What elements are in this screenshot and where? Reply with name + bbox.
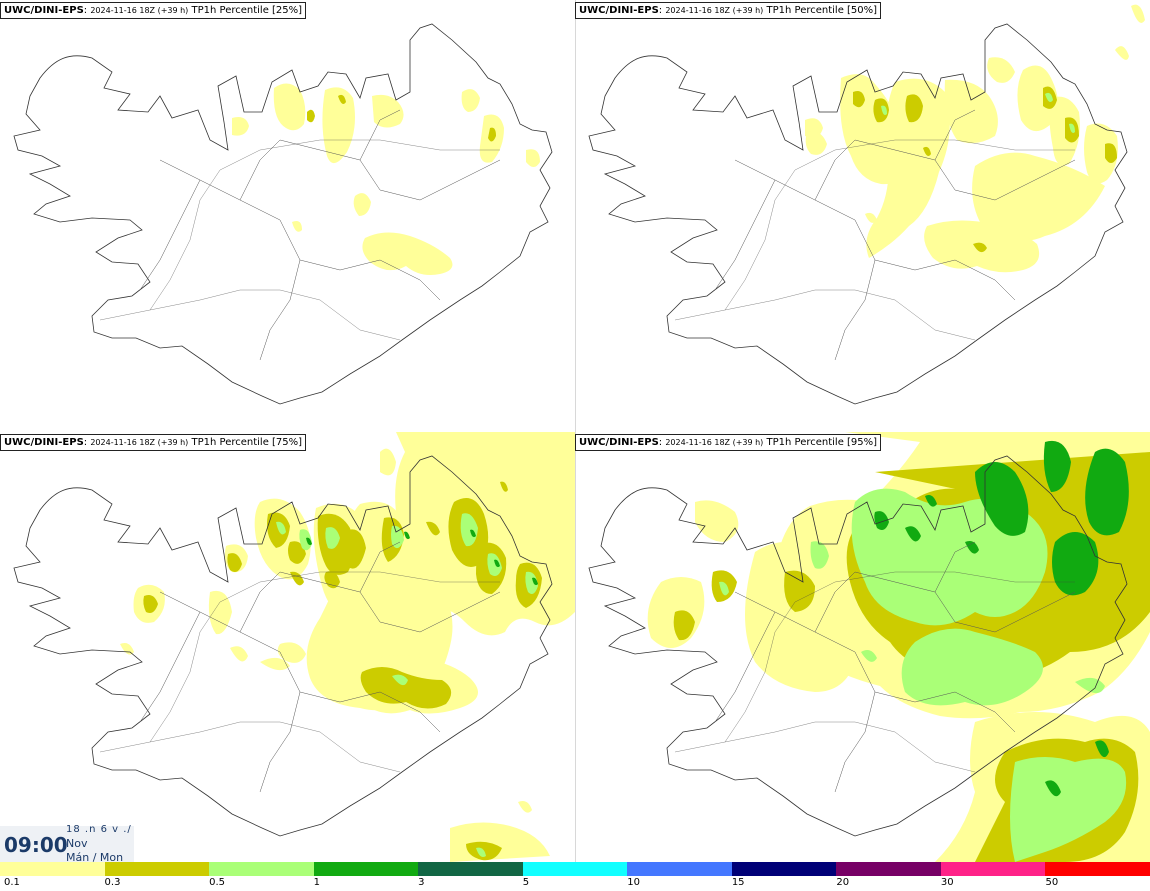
road-network bbox=[674, 571, 1075, 773]
precip-map bbox=[13, 432, 575, 862]
map-panel-p50: UWC/DINI-EPS: 2024-11-16 18Z (+39 h) TP1… bbox=[575, 0, 1150, 430]
precip-fill-strong bbox=[874, 440, 1129, 797]
panel-product: TP1h Percentile [25%] bbox=[191, 5, 303, 16]
precip-map bbox=[588, 432, 1150, 862]
precip-map bbox=[588, 4, 1145, 405]
panel-title: UWC/DINI-EPS: 2024-11-16 18Z (+39 h) TP1… bbox=[575, 2, 882, 19]
inland-borders bbox=[714, 541, 1076, 793]
precip-fill-strong bbox=[306, 529, 538, 586]
road-network bbox=[99, 139, 500, 341]
coastline bbox=[588, 455, 1128, 837]
precip-fill-light bbox=[805, 4, 1145, 273]
map-panel-p25: UWC/DINI-EPS: 2024-11-16 18Z (+39 h) TP1… bbox=[0, 0, 575, 430]
legend-swatch bbox=[0, 862, 106, 876]
legend-label: 20 bbox=[836, 877, 850, 888]
valid-time-clock: 09:00 bbox=[4, 833, 68, 857]
coastline bbox=[588, 23, 1128, 405]
panel-title: UWC/DINI-EPS: 2024-11-16 18Z (+39 h) TP1… bbox=[0, 2, 307, 19]
valid-time-weekday: Mán / Mon bbox=[66, 851, 124, 862]
legend-label: 1 bbox=[313, 877, 320, 888]
map-panel-p95: UWC/DINI-EPS: 2024-11-16 18Z (+39 h) TP1… bbox=[575, 432, 1150, 862]
panel-run-time: 2024-11-16 18Z (+39 h) bbox=[90, 6, 189, 15]
precip-fill-mid bbox=[307, 94, 496, 142]
map-panel-p75: UWC/DINI-EPS: 2024-11-16 18Z (+39 h) TP1… bbox=[0, 432, 575, 862]
panel-product: TP1h Percentile [75%] bbox=[191, 437, 303, 448]
precip-fill-mid bbox=[853, 86, 1117, 253]
legend-bar bbox=[0, 862, 1150, 876]
legend-swatch bbox=[1045, 862, 1150, 876]
valid-time-box: 09:00 18 .n 6 v ./ Nov Mán / Mon bbox=[0, 824, 134, 862]
panel-title: UWC/DINI-EPS: 2024-11-16 18Z (+39 h) TP1… bbox=[575, 434, 882, 451]
road-network bbox=[99, 571, 500, 773]
inland-borders bbox=[139, 109, 501, 361]
panel-source: UWC/DINI-EPS bbox=[579, 5, 659, 16]
legend-label: 5 bbox=[522, 877, 530, 888]
inland-borders bbox=[139, 541, 501, 793]
inland-borders bbox=[714, 109, 1076, 361]
legend-swatch bbox=[731, 862, 838, 876]
coastline bbox=[13, 455, 553, 837]
legend-swatch bbox=[836, 862, 943, 876]
panel-source: UWC/DINI-EPS bbox=[4, 437, 84, 448]
legend-label: 50 bbox=[1045, 877, 1059, 888]
panel-run-time: 2024-11-16 18Z (+39 h) bbox=[665, 438, 764, 447]
panel-product: TP1h Percentile [95%] bbox=[766, 437, 878, 448]
legend-swatch bbox=[627, 862, 734, 876]
legend-swatch bbox=[940, 862, 1047, 876]
legend-label: 30 bbox=[940, 877, 954, 888]
valid-time-day: 18 .n 6 v ./ bbox=[66, 824, 132, 835]
panel-source: UWC/DINI-EPS bbox=[4, 5, 84, 16]
panel-run-time: 2024-11-16 18Z (+39 h) bbox=[90, 438, 189, 447]
color-legend: 0.1 0.3 0.5 1 3 5 10 15 20 30 50 bbox=[0, 862, 1150, 891]
legend-label: 0.3 bbox=[104, 877, 121, 888]
precip-fill-heavy bbox=[276, 513, 538, 857]
road-network bbox=[674, 139, 1075, 341]
legend-label: 0.5 bbox=[209, 877, 225, 888]
panel-product: TP1h Percentile [50%] bbox=[766, 5, 878, 16]
coastline bbox=[13, 23, 553, 405]
legend-swatch bbox=[104, 862, 211, 876]
valid-time-month: Nov bbox=[66, 837, 88, 850]
legend-swatch bbox=[313, 862, 420, 876]
panel-source: UWC/DINI-EPS bbox=[579, 437, 659, 448]
panel-title: UWC/DINI-EPS: 2024-11-16 18Z (+39 h) TP1… bbox=[0, 434, 307, 451]
legend-label: 3 bbox=[418, 877, 425, 888]
legend-label: 10 bbox=[627, 877, 640, 888]
legend-swatch bbox=[522, 862, 629, 876]
precip-fill-heavy bbox=[881, 92, 1075, 133]
precip-map bbox=[13, 23, 553, 405]
legend-swatch bbox=[209, 862, 316, 876]
legend-swatch bbox=[418, 862, 525, 876]
precip-fill-light bbox=[120, 432, 575, 862]
panel-run-time: 2024-11-16 18Z (+39 h) bbox=[665, 6, 764, 15]
legend-label: 0.1 bbox=[4, 877, 20, 888]
panel-divider bbox=[575, 0, 576, 862]
precip-fill-light bbox=[232, 83, 540, 275]
legend-label: 15 bbox=[731, 877, 745, 888]
